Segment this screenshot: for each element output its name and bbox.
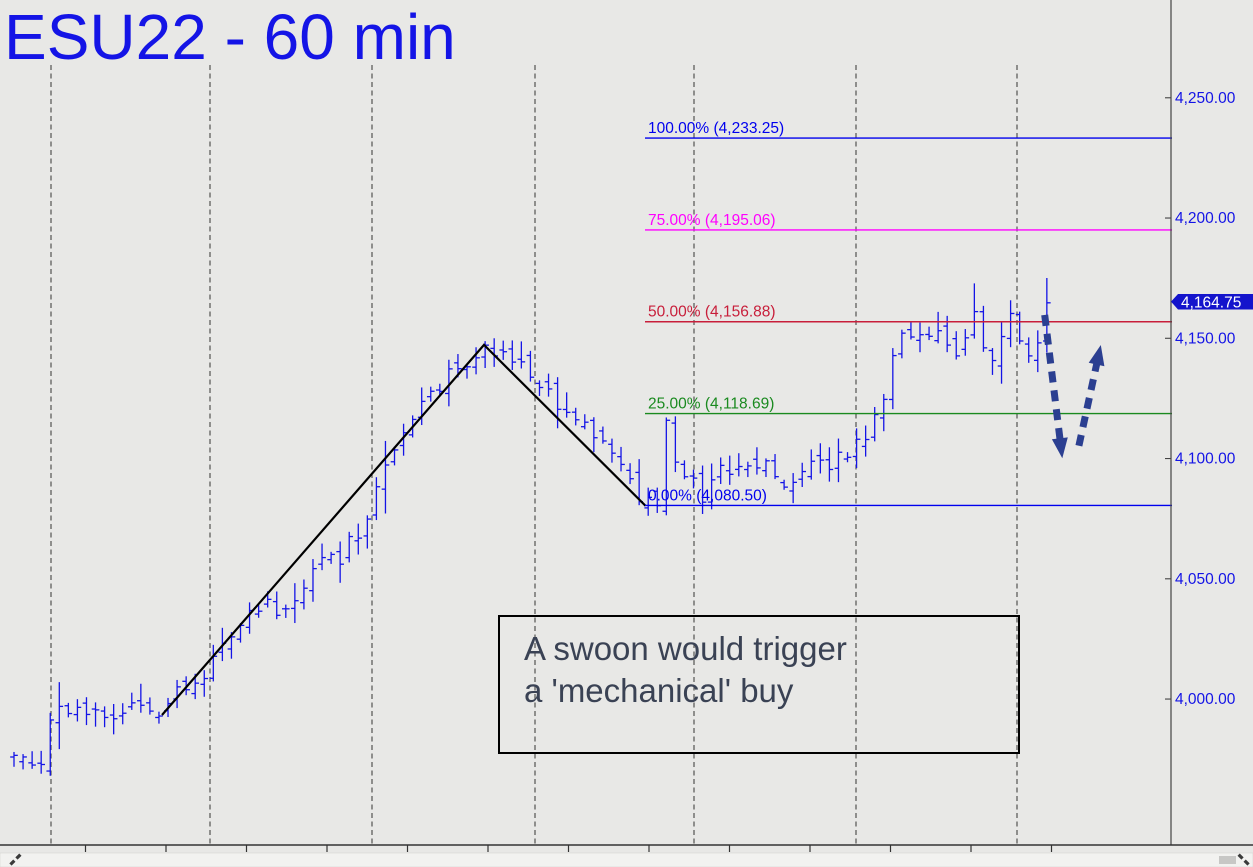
svg-text:4,000.00: 4,000.00 [1175, 691, 1236, 708]
svg-text:100.00% (4,233.25): 100.00% (4,233.25) [648, 120, 784, 137]
svg-text:4,164.75: 4,164.75 [1181, 294, 1241, 311]
svg-text:75.00% (4,195.06): 75.00% (4,195.06) [648, 212, 776, 229]
svg-text:4,050.00: 4,050.00 [1175, 571, 1236, 588]
svg-text:4,100.00: 4,100.00 [1175, 451, 1236, 468]
svg-text:0.00% (4,080.50): 0.00% (4,080.50) [648, 487, 767, 504]
svg-text:4,150.00: 4,150.00 [1175, 330, 1236, 347]
svg-text:50.00% (4,156.88): 50.00% (4,156.88) [648, 304, 776, 321]
svg-text:25.00% (4,118.69): 25.00% (4,118.69) [648, 396, 774, 413]
svg-text:4,250.00: 4,250.00 [1175, 90, 1236, 107]
svg-text:4,200.00: 4,200.00 [1175, 210, 1236, 227]
